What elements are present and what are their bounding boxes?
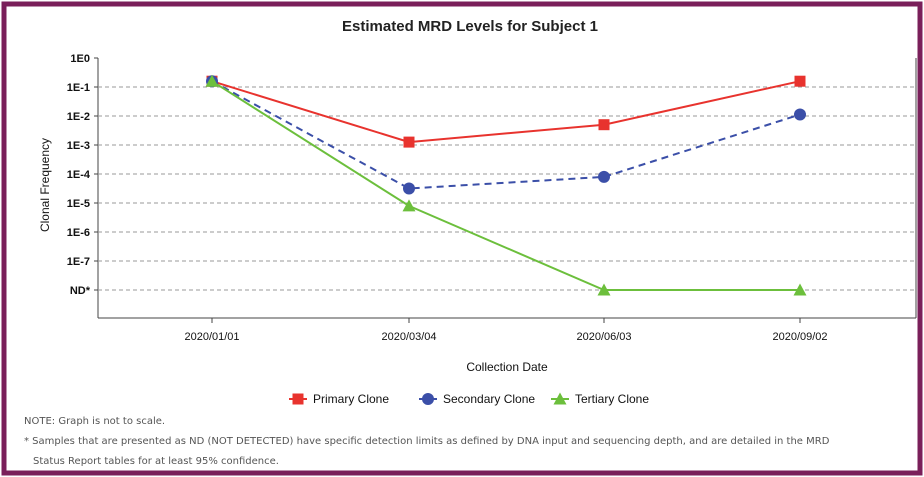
tertiary-clone-point	[205, 74, 219, 87]
y-tick-label: 1E-2	[67, 111, 90, 123]
tertiary-clone-line	[211, 80, 800, 291]
secondary-clone-point	[794, 108, 806, 121]
x-tick-label: 2020/09/02	[772, 331, 827, 343]
legend-label: Secondary Clone	[443, 392, 535, 406]
y-tick-label: 1E-4	[67, 169, 91, 181]
y-tick-label: 1E-3	[67, 140, 90, 152]
plot-area: 1E0 1E-1 1E-2 1E-3 1E-4 1E-5 1E-6 1E-7 ND* 2020/0…	[67, 53, 917, 343]
note-nd-footnote-continued: Status Report tables for at least 95% co…	[33, 456, 279, 467]
y-tick-label: 1E-7	[67, 256, 90, 268]
secondary-clone-point	[598, 170, 610, 183]
chart-legend: Primary Clone Secondary Clone Tertiary Clo…	[289, 392, 649, 406]
note-not-to-scale: NOTE: Graph is not to scale.	[24, 416, 166, 427]
tertiary-clone-point	[793, 283, 807, 296]
y-tick-label: 1E-5	[67, 198, 90, 210]
secondary-clone-line	[211, 80, 801, 190]
legend-label: Primary Clone	[313, 392, 389, 406]
note-nd-footnote: * Samples that are presented as ND (NOT …	[24, 436, 830, 447]
x-tick-label: 2020/01/01	[184, 331, 239, 343]
legend-marker	[553, 392, 567, 405]
y-tick-label: 1E0	[70, 53, 90, 65]
legend-marker	[422, 393, 434, 405]
primary-clone-line	[211, 80, 801, 144]
chart-title: Estimated MRD Levels for Subject 1	[342, 18, 598, 35]
primary-clone-point	[794, 75, 806, 87]
y-axis-label: Clonal Frequency	[38, 138, 52, 232]
legend-marker	[292, 393, 304, 405]
secondary-clone-point	[403, 182, 415, 195]
x-axis-label: Collection Date	[466, 360, 548, 374]
primary-clone-point	[403, 136, 415, 148]
x-tick-label: 2020/06/03	[576, 331, 631, 343]
legend-label: Tertiary Clone	[575, 392, 649, 406]
y-tick-label: 1E-6	[67, 227, 90, 239]
tertiary-clone-point	[597, 283, 611, 296]
primary-clone-point	[598, 119, 610, 131]
tertiary-clone-point	[402, 199, 416, 212]
y-tick-label: ND*	[70, 285, 91, 297]
y-tick-label: 1E-1	[67, 82, 90, 94]
x-tick-label: 2020/03/04	[381, 331, 436, 343]
